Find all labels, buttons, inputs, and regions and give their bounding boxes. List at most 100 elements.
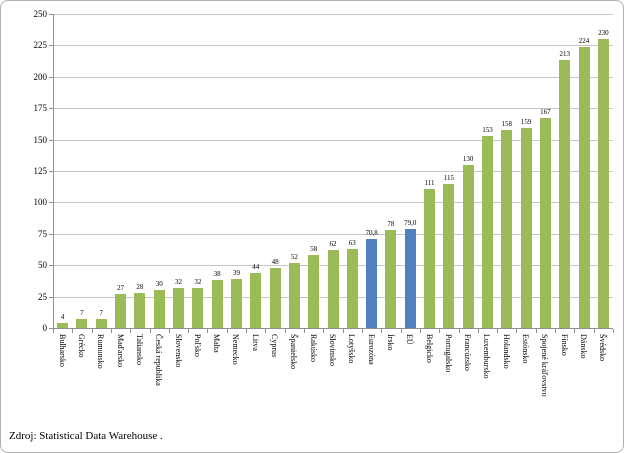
bar-Česká republika [153,290,165,328]
bar-value-label: 158 [501,119,513,128]
y-axis-label: 225 [33,40,48,51]
bar-Poľsko [192,287,204,328]
bar-value-label: 159 [520,118,532,127]
bar-Grécko [76,319,88,328]
bar-value-label: 28 [136,282,144,291]
gridline-75 [53,233,613,235]
x-category-label: Taliansko [134,334,144,365]
bar-Eurozóna [366,239,378,328]
x-axis-tick [535,329,537,333]
x-category-label: Grécko [76,334,86,358]
y-axis-label: 0 [42,323,48,333]
x-axis-tick [149,329,151,333]
bar-value-label: 39 [232,269,240,278]
source-note: Zdroj: Statistical Data Warehouse . [9,430,163,442]
x-axis-tick [361,329,363,333]
y-axis-tick [49,108,53,110]
bar-Cyprus [269,267,281,328]
gridline-200 [53,76,613,78]
x-category-label: Írsko [385,334,395,351]
x-category-label: Nemecko [231,334,241,365]
bar-Dánsko [578,46,590,328]
x-category-label: Spojené kráľovstvo [540,334,550,397]
x-axis-tick [458,329,460,333]
bar-value-label: 230 [598,29,609,38]
x-axis-tick [555,329,557,333]
bar-Belgicko [424,188,436,328]
x-category-label: Slovensko [173,334,183,368]
bar-value-label: 79,0 [404,218,417,227]
y-axis-tick [49,139,53,141]
y-axis-tick [49,296,53,298]
bar-Lotyšsko [346,248,358,328]
y-axis-tick [49,76,53,78]
bar-value-label: 44 [252,262,260,271]
x-axis-tick [168,329,170,333]
x-axis-tick [226,329,228,333]
y-axis-tick [49,202,53,204]
gridline-125 [53,171,613,172]
x-category-label: Fínsko [559,334,569,356]
bar-Spojené kráľovstvo [539,118,551,328]
y-axis-label: 100 [33,197,48,208]
bar-Slovinsko [327,250,339,328]
gridline-100 [53,202,613,204]
x-category-label: Švédsko [598,334,608,362]
x-category-label: Holandsko [501,334,511,369]
y-axis-tick [49,14,53,15]
x-axis-tick [497,329,499,333]
y-axis-tick [49,45,53,47]
y-axis-tick [49,171,53,172]
bar-value-label: 52 [290,252,298,261]
y-axis-label: 175 [33,103,48,114]
bar-Rakúsko [308,255,320,328]
x-axis-tick [574,329,576,333]
bar-value-label: 167 [540,108,551,117]
bar-Bulharsko [57,322,69,328]
x-axis-tick [188,329,190,333]
x-axis-line [53,328,613,329]
bar-Holandsko [501,129,513,328]
bar-Rumunsko [95,319,107,328]
y-axis-tick [49,233,53,235]
bar-Estónsko [520,128,532,328]
x-axis-tick [110,329,112,333]
bar-value-label: 63 [348,238,356,247]
bar-value-label: 4 [60,312,65,321]
bar-value-label: 7 [99,309,104,318]
y-axis-label: 25 [38,291,47,302]
x-category-label: Dánsko [579,334,589,359]
bar-EÚ [404,228,416,328]
x-category-label: Luxembursko [482,334,492,379]
bar-value-label: 32 [175,277,183,286]
x-axis-tick [400,329,402,333]
bar-value-label: 38 [213,270,221,279]
x-category-label: Slovinsko [328,334,337,367]
y-axis-label: 150 [33,134,48,145]
y-axis-line [53,14,54,328]
x-axis-tick [130,329,132,333]
bar-Portugalsko [443,183,455,328]
bar-Nemecko [230,279,242,328]
x-axis-tick [246,329,248,333]
x-axis-tick [323,329,325,333]
bar-value-label: 7 [80,309,84,318]
bar-Malta [211,280,223,328]
x-category-label: Rakúsko [308,334,318,362]
gridline-250 [53,14,613,15]
bar-Luxembursko [481,135,493,328]
x-axis-tick [207,329,209,333]
x-category-label: Cyprus [270,334,280,358]
bar-value-label: 32 [194,277,202,286]
x-category-label: EÚ [405,334,415,345]
bar-value-label: 78 [387,220,395,229]
x-category-label: Belgicko [424,334,434,363]
bar-Slovensko [173,287,185,328]
y-axis-tick [49,328,53,329]
x-axis-tick [439,329,441,333]
x-category-label: Španielsko [289,334,299,370]
x-category-label: Maďarsko [115,334,125,368]
x-axis-tick [284,329,286,333]
